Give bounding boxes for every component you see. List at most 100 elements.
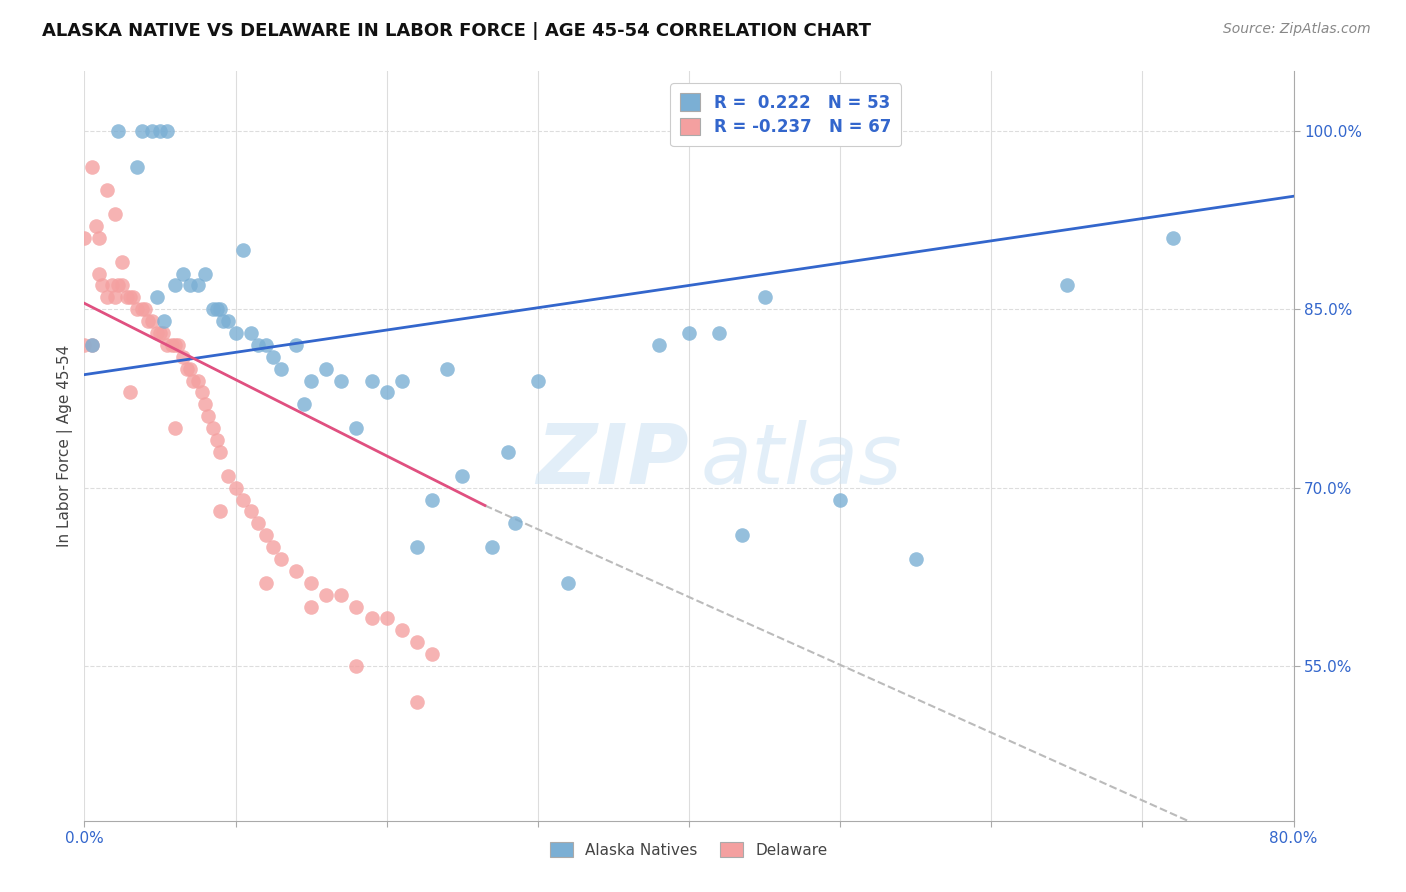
Point [225, 481, 247, 495]
Point [165, 338, 187, 352]
Point [527, 374, 550, 388]
Point [451, 468, 474, 483]
Point [187, 374, 209, 388]
Point [201, 421, 224, 435]
Point [557, 575, 579, 590]
Point [156, 124, 179, 138]
Point [86, 219, 108, 233]
Point [232, 492, 254, 507]
Point [134, 302, 156, 317]
Point [754, 290, 776, 304]
Point [131, 124, 153, 138]
Point [292, 397, 315, 411]
Point [1161, 231, 1184, 245]
Point [406, 540, 429, 554]
Point [152, 326, 174, 340]
Point [111, 278, 134, 293]
Point [96, 183, 118, 197]
Point [391, 374, 413, 388]
Point [207, 433, 229, 447]
Point [375, 385, 398, 400]
Point [254, 338, 277, 352]
Point [179, 361, 201, 376]
Point [172, 267, 194, 281]
Point [406, 695, 429, 709]
Point [346, 421, 368, 435]
Point [270, 361, 292, 376]
Point [330, 588, 353, 602]
Point [217, 468, 239, 483]
Point [156, 338, 179, 352]
Point [201, 302, 224, 317]
Point [73, 338, 96, 352]
Point [254, 575, 277, 590]
Point [118, 290, 141, 304]
Point [270, 552, 292, 566]
Point [648, 338, 671, 352]
Y-axis label: In Labor Force | Age 45-54: In Labor Force | Age 45-54 [58, 345, 73, 547]
Point [172, 350, 194, 364]
Point [678, 326, 700, 340]
Point [360, 374, 382, 388]
Point [391, 624, 413, 638]
Point [420, 492, 443, 507]
Point [176, 361, 198, 376]
Point [239, 504, 262, 518]
Point [481, 540, 503, 554]
Point [709, 326, 731, 340]
Point [80, 338, 103, 352]
Point [104, 290, 127, 304]
Point [209, 504, 232, 518]
Point [285, 338, 308, 352]
Point [107, 278, 129, 293]
Point [209, 445, 232, 459]
Point [141, 124, 163, 138]
Point [247, 516, 270, 531]
Point [104, 207, 127, 221]
Point [149, 326, 172, 340]
Point [115, 290, 138, 304]
Point [179, 278, 201, 293]
Point [96, 290, 118, 304]
Text: Source: ZipAtlas.com: Source: ZipAtlas.com [1223, 22, 1371, 37]
Point [217, 314, 239, 328]
Point [346, 599, 368, 614]
Point [107, 124, 129, 138]
Point [299, 374, 322, 388]
Point [194, 397, 217, 411]
Point [118, 385, 141, 400]
Point [436, 361, 458, 376]
Point [197, 409, 219, 424]
Point [187, 278, 209, 293]
Point [165, 421, 187, 435]
Point [503, 516, 526, 531]
Point [496, 445, 519, 459]
Point [375, 611, 398, 625]
Point [315, 361, 337, 376]
Point [89, 231, 111, 245]
Point [89, 267, 111, 281]
Point [315, 588, 337, 602]
Point [136, 314, 159, 328]
Legend: Alaska Natives, Delaware: Alaska Natives, Delaware [543, 834, 835, 865]
Point [149, 124, 172, 138]
Point [1056, 278, 1078, 293]
Point [330, 374, 353, 388]
Point [212, 314, 235, 328]
Point [91, 278, 114, 293]
Point [830, 492, 852, 507]
Point [146, 290, 169, 304]
Point [406, 635, 429, 649]
Point [225, 326, 247, 340]
Point [146, 326, 169, 340]
Point [153, 314, 176, 328]
Point [127, 160, 149, 174]
Point [262, 350, 284, 364]
Text: ZIP: ZIP [536, 420, 689, 501]
Point [121, 290, 143, 304]
Point [100, 278, 122, 293]
Point [131, 302, 153, 317]
Point [141, 314, 163, 328]
Point [73, 231, 96, 245]
Point [127, 302, 149, 317]
